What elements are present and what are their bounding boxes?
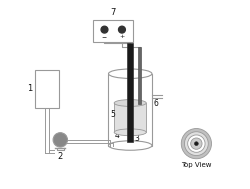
Text: 3: 3 — [134, 134, 138, 143]
Circle shape — [118, 26, 125, 33]
FancyBboxPatch shape — [93, 20, 132, 42]
Circle shape — [184, 132, 208, 156]
FancyBboxPatch shape — [108, 74, 151, 146]
FancyBboxPatch shape — [35, 70, 59, 108]
Text: 7: 7 — [110, 8, 116, 17]
Ellipse shape — [108, 141, 151, 150]
Circle shape — [190, 138, 201, 149]
Ellipse shape — [108, 69, 151, 78]
Text: 6: 6 — [153, 99, 158, 108]
Text: Top View: Top View — [180, 162, 211, 168]
Ellipse shape — [114, 100, 146, 106]
FancyBboxPatch shape — [127, 43, 132, 142]
Circle shape — [53, 133, 67, 147]
Circle shape — [180, 129, 211, 159]
FancyBboxPatch shape — [138, 47, 140, 104]
Circle shape — [101, 26, 107, 33]
Text: 1: 1 — [27, 84, 32, 93]
Text: −: − — [102, 34, 107, 39]
Text: 2: 2 — [58, 152, 63, 161]
Ellipse shape — [114, 129, 146, 136]
Text: 5: 5 — [110, 110, 115, 119]
FancyBboxPatch shape — [114, 103, 146, 132]
Circle shape — [187, 135, 204, 152]
Text: +: + — [119, 34, 124, 39]
Circle shape — [194, 142, 198, 146]
Text: 4: 4 — [115, 131, 119, 140]
